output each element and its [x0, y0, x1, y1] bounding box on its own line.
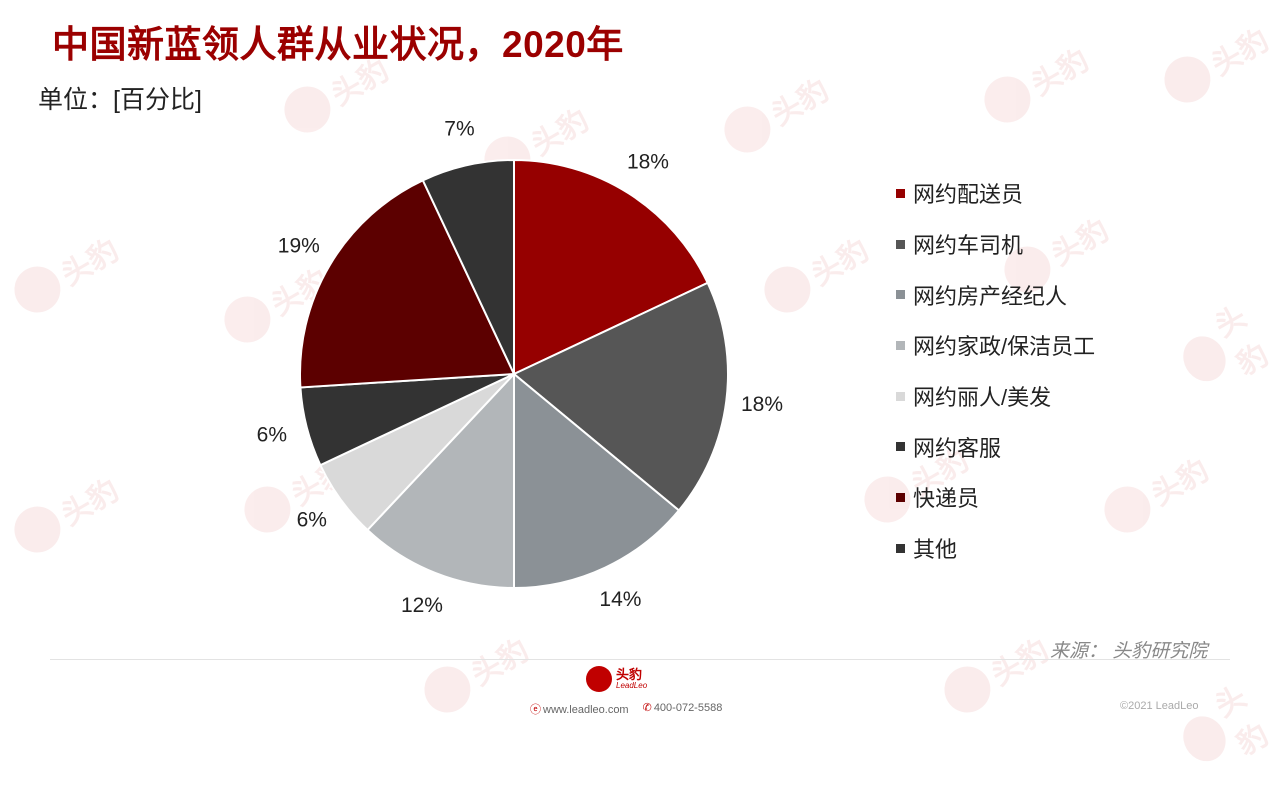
pie-slices [299, 158, 729, 590]
pie-slice [366, 371, 515, 590]
phone-icon: ✆ [642, 702, 652, 714]
copyright: ©2021 LeadLeo [1120, 700, 1199, 712]
legend-label: 网约丽人/美发 [913, 385, 1052, 411]
pie-value-label: 7% [444, 118, 474, 141]
logo-text-en: LeadLeo [616, 681, 648, 690]
legend-label: 网约客服 [913, 435, 1002, 461]
legend-swatch [896, 492, 905, 502]
pie-slice [421, 158, 515, 375]
legend-label: 快递员 [913, 486, 980, 512]
legend-swatch [896, 391, 905, 401]
legend-swatch [896, 290, 905, 300]
legend-swatch [896, 340, 905, 350]
legend-item: 网约家政/保洁员工 [896, 320, 1095, 371]
legend-item: 快递员 [896, 472, 1095, 523]
legend-item: 网约丽人/美发 [896, 371, 1095, 422]
legend-item: 网约房产经纪人 [896, 269, 1095, 320]
pie-value-labels: 18% 18% 14% 12% 6% 6% 19% 7% [257, 118, 783, 617]
pie-slice [513, 371, 681, 590]
website-text: www.leadleo.com [543, 704, 629, 716]
legend-label: 网约车司机 [913, 233, 1024, 259]
legend-item: 网约车司机 [896, 219, 1095, 270]
leopard-logo-icon [586, 666, 612, 692]
pie-value-label: 6% [257, 424, 287, 447]
website-link[interactable]: ⓔ www.leadleo.com [530, 701, 629, 717]
globe-icon: ⓔ [530, 704, 541, 716]
pie-slice [299, 179, 516, 389]
pie-value-label: 19% [278, 234, 320, 257]
unit-label: 单位：[百分比] [38, 86, 202, 114]
legend-label: 网约配送员 [913, 182, 1024, 208]
chart-legend: 网约配送员网约车司机网约房产经纪人网约家政/保洁员工 网约丽人/美发 网约客服快递员… [896, 168, 1095, 574]
legend-item: 网约客服 [896, 421, 1095, 472]
legend-label: 网约家政/保洁员工 [913, 334, 1096, 360]
footer-logo: 头豹 LeadLeo [586, 666, 647, 692]
pie-slice [513, 158, 709, 376]
logo-text-cn: 头豹 [616, 667, 643, 682]
source-note: 来源： 头豹研究院 [1050, 641, 1208, 662]
pie-value-label: 12% [401, 594, 443, 617]
legend-swatch [896, 188, 905, 198]
phone-text: 400-072-5588 [653, 702, 723, 714]
legend-label: 其他 [913, 537, 958, 563]
pie-slice [512, 281, 729, 512]
pie-value-label: 6% [297, 508, 327, 531]
pie-value-label: 18% [627, 150, 669, 173]
pie-chart: 18% 18% 14% 12% 6% 6% 19% 7% [257, 118, 783, 617]
pie-value-label: 18% [741, 393, 783, 416]
footer-contact: ⓔ www.leadleo.com ✆ 400-072-5588 [530, 701, 722, 717]
legend-item: 网约配送员 [896, 168, 1095, 219]
legend-swatch [896, 543, 905, 553]
page-title: 中国新蓝领人群从业状况，2020年 [52, 24, 624, 65]
legend-swatch [896, 442, 905, 452]
legend-item: 其他 [896, 523, 1095, 574]
legend-label: 网约房产经纪人 [913, 283, 1068, 309]
footer-divider [50, 659, 1230, 660]
phone-number: ✆ 400-072-5588 [643, 701, 723, 717]
pie-value-label: 14% [599, 588, 641, 611]
legend-swatch [896, 239, 905, 249]
